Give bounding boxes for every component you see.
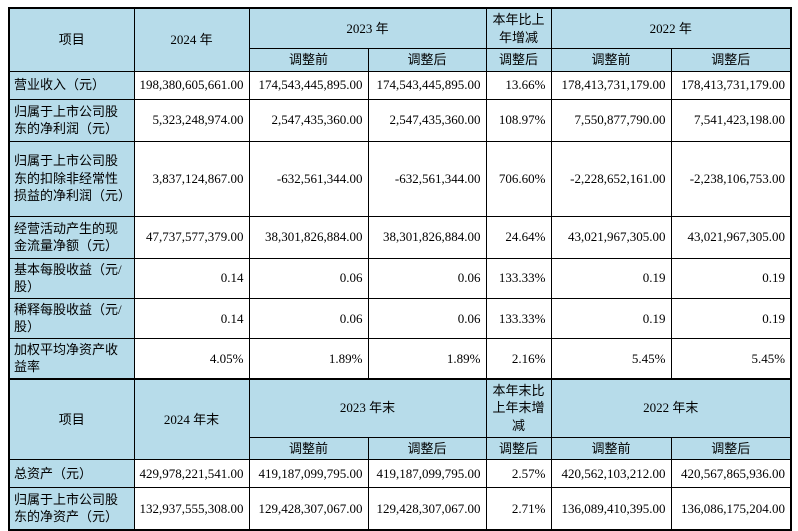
subheader-cell: 调整前: [550, 48, 672, 72]
value-cell: 419,187,099,795.00: [367, 459, 487, 489]
item-label-cell: 稀释每股收益（元/股）: [8, 297, 135, 339]
value-cell: 5,323,248,974.00: [133, 98, 250, 142]
value-cell: 43,021,967,305.00: [670, 215, 792, 259]
header-item: 项目: [8, 7, 135, 72]
item-label-cell: 归属于上市公司股东的扣除非经常性损益的净利润（元）: [8, 140, 135, 217]
value-cell: 419,187,099,795.00: [248, 459, 369, 489]
value-cell: 429,978,221,541.00: [133, 459, 250, 489]
subheader-cell: 调整后: [485, 48, 552, 72]
value-cell: -2,228,652,161.00: [550, 140, 672, 217]
value-cell: 7,541,423,198.00: [670, 98, 792, 142]
header-row: 项目 2024 年末 2023 年末 本年末比上年末增减 2022 年末: [8, 378, 792, 461]
table-row: 营业收入（元） 198,380,605,661.00 174,543,445,895…: [8, 70, 792, 100]
value-cell: 0.06: [248, 257, 369, 299]
value-cell: 0.06: [248, 297, 369, 339]
value-cell: 706.60%: [485, 140, 552, 217]
subheader-cell: 调整后: [670, 436, 792, 461]
table-row: 归属于上市公司股东的扣除非经常性损益的净利润（元） 3,837,124,867.0…: [8, 140, 792, 217]
header-yearend-change: 本年末比上年末增减: [485, 378, 552, 438]
value-cell: 4.05%: [133, 337, 250, 380]
value-cell: 133.33%: [485, 297, 552, 339]
value-cell: 2.71%: [485, 487, 552, 531]
value-cell: 108.97%: [485, 98, 552, 142]
value-cell: 129,428,307,067.00: [248, 487, 369, 531]
subheader-cell: 调整前: [248, 48, 369, 72]
subheader-cell: 调整后: [367, 48, 487, 72]
header-year-2024: 2024 年: [133, 7, 250, 72]
value-cell: 3,837,124,867.00: [133, 140, 250, 217]
value-cell: 38,301,826,884.00: [248, 215, 369, 259]
value-cell: 47,737,577,379.00: [133, 215, 250, 259]
table-row: 基本每股收益（元/股） 0.14 0.06 0.06 133.33% 0.19 0.19: [8, 257, 792, 299]
value-cell: 7,550,877,790.00: [550, 98, 672, 142]
period-end-key-figures-table: 项目 2024 年末 2023 年末 本年末比上年末增减 2022 年末 调整前…: [8, 377, 793, 531]
value-cell: 5.45%: [550, 337, 672, 380]
header-yearend-2024: 2024 年末: [133, 378, 250, 461]
value-cell: 2,547,435,360.00: [367, 98, 487, 142]
subheader-row: 调整前 调整后 调整后 调整前 调整后: [9, 48, 792, 72]
subheader-row: 调整前 调整后 调整后 调整前 调整后: [9, 436, 792, 461]
value-cell: -632,561,344.00: [367, 140, 487, 217]
header-year-2023: 2023 年: [248, 7, 487, 50]
value-cell: 2,547,435,360.00: [248, 98, 369, 142]
annual-key-figures-table: 项目 2024 年 2023 年 本年比上年增减 2022 年 调整前 调整后 调整…: [8, 7, 793, 380]
subheader-cell: 调整后: [485, 436, 552, 461]
item-label-cell: 归属于上市公司股东的净利润（元）: [8, 98, 135, 142]
table-row: 归属于上市公司股东的净利润（元） 5,323,248,974.00 2,547,43…: [8, 98, 792, 142]
header-yoy-change: 本年比上年增减: [485, 7, 552, 50]
value-cell: 0.06: [367, 297, 487, 339]
value-cell: -2,238,106,753.00: [670, 140, 792, 217]
subheader-cell: 调整前: [550, 436, 672, 461]
table-row: 归属于上市公司股东的净资产（元） 132,937,555,308.00 129,42…: [8, 487, 792, 531]
value-cell: 1.89%: [248, 337, 369, 380]
header-row: 项目 2024 年 2023 年 本年比上年增减 2022 年: [8, 7, 792, 72]
value-cell: 43,021,967,305.00: [550, 215, 672, 259]
value-cell: 198,380,605,661.00: [133, 70, 250, 100]
item-label-cell: 归属于上市公司股东的净资产（元）: [8, 487, 135, 531]
header-item: 项目: [8, 378, 135, 461]
table-row: 总资产（元） 429,978,221,541.00 419,187,099,795.…: [8, 459, 792, 489]
header-year-2022: 2022 年: [550, 7, 792, 50]
value-cell: 129,428,307,067.00: [367, 487, 487, 531]
item-label-cell: 经营活动产生的现金流量净额（元）: [8, 215, 135, 259]
item-label-cell: 加权平均净资产收益率: [8, 337, 135, 380]
value-cell: 5.45%: [670, 337, 792, 380]
value-cell: 1.89%: [367, 337, 487, 380]
table-row: 经营活动产生的现金流量净额（元） 47,737,577,379.00 38,301,…: [8, 215, 792, 259]
value-cell: 420,562,103,212.00: [550, 459, 672, 489]
value-cell: 174,543,445,895.00: [248, 70, 369, 100]
value-cell: 0.14: [133, 297, 250, 339]
value-cell: 136,089,410,395.00: [550, 487, 672, 531]
document-page: 项目 2024 年 2023 年 本年比上年增减 2022 年 调整前 调整后 调整…: [8, 7, 793, 531]
value-cell: 2.16%: [485, 337, 552, 380]
value-cell: 174,543,445,895.00: [367, 70, 487, 100]
item-label-cell: 营业收入（元）: [8, 70, 135, 100]
value-cell: 0.19: [550, 297, 672, 339]
value-cell: 178,413,731,179.00: [550, 70, 672, 100]
value-cell: 24.64%: [485, 215, 552, 259]
item-label-cell: 总资产（元）: [8, 459, 135, 489]
value-cell: 420,567,865,936.00: [670, 459, 792, 489]
subheader-cell: 调整后: [670, 48, 792, 72]
header-yearend-2023: 2023 年末: [248, 378, 487, 438]
value-cell: 132,937,555,308.00: [133, 487, 250, 531]
value-cell: 0.19: [550, 257, 672, 299]
value-cell: 136,086,175,204.00: [670, 487, 792, 531]
table-row: 稀释每股收益（元/股） 0.14 0.06 0.06 133.33% 0.19 0.19: [8, 297, 792, 339]
subheader-cell: 调整后: [367, 436, 487, 461]
value-cell: -632,561,344.00: [248, 140, 369, 217]
value-cell: 0.14: [133, 257, 250, 299]
table-row: 加权平均净资产收益率 4.05% 1.89% 1.89% 2.16% 5.45% 5.45%: [8, 337, 792, 380]
value-cell: 0.19: [670, 297, 792, 339]
value-cell: 0.19: [670, 257, 792, 299]
value-cell: 178,413,731,179.00: [670, 70, 792, 100]
item-label-cell: 基本每股收益（元/股）: [8, 257, 135, 299]
value-cell: 2.57%: [485, 459, 552, 489]
value-cell: 0.06: [367, 257, 487, 299]
header-yearend-2022: 2022 年末: [550, 378, 792, 438]
value-cell: 38,301,826,884.00: [367, 215, 487, 259]
value-cell: 13.66%: [485, 70, 552, 100]
subheader-cell: 调整前: [248, 436, 369, 461]
value-cell: 133.33%: [485, 257, 552, 299]
